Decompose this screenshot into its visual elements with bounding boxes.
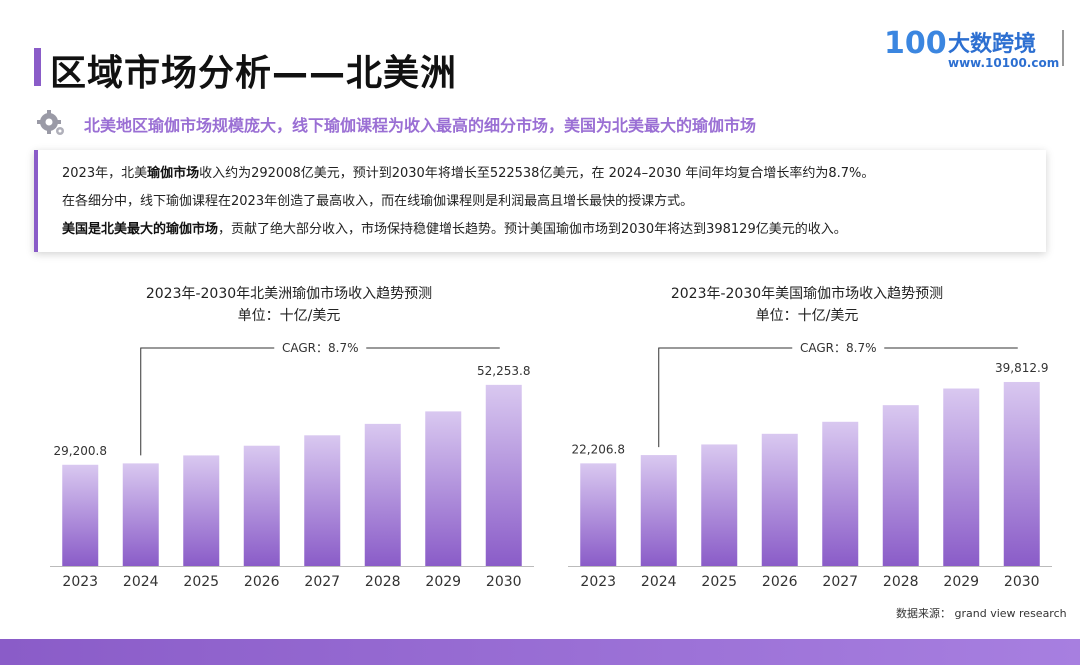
summary-line-1-bold: 瑜伽市场	[147, 166, 200, 181]
x-tick-label: 2030	[486, 574, 522, 590]
data-source: 数据来源： grand view research	[896, 607, 1067, 620]
bar-2029	[425, 411, 462, 566]
x-tick-label: 2027	[304, 574, 340, 590]
summary-line-1: 2023年，北美瑜伽市场收入约为292008亿美元，预计到2030年将增长至52…	[62, 162, 874, 181]
value-label-last: 39,812.9	[995, 361, 1048, 375]
cagr-label: CAGR：8.7%	[800, 341, 877, 355]
bar-2030	[485, 384, 522, 566]
page-title: 区域市场分析——北美洲	[50, 53, 458, 94]
x-tick-label: 2028	[883, 574, 919, 590]
x-tick-label: 2030	[1004, 574, 1040, 590]
brand-logo: 100 大数跨境 www.10100.com	[884, 24, 1064, 72]
chart-unit-label: 单位：十亿/美元	[756, 308, 859, 324]
summary-line-3: 美国是北美最大的瑜伽市场，贡献了绝大部分收入，市场保持稳健增长趋势。预计美国瑜伽…	[62, 218, 847, 237]
gear-icon	[37, 110, 64, 135]
bar-2027	[822, 421, 859, 566]
bar-2026	[243, 445, 280, 566]
chart-north-america: 2023年-2030年北美洲瑜伽市场收入趋势预测 单位：十亿/美元 2023 2024…	[34, 278, 544, 598]
bar-2030	[1003, 381, 1040, 566]
x-tick-label: 2028	[365, 574, 401, 590]
x-tick-label: 2024	[123, 574, 159, 590]
x-tick-label: 2024	[641, 574, 677, 590]
bar-2028	[882, 405, 919, 566]
chart-unit-label: 单位：十亿/美元	[238, 308, 341, 324]
bar-2024	[122, 463, 159, 566]
x-tick-label: 2025	[183, 574, 219, 590]
bar-2025	[701, 444, 738, 566]
x-tick-label: 2026	[762, 574, 798, 590]
bar-2024	[640, 455, 677, 566]
x-tick-label: 2025	[701, 574, 737, 590]
logo-name: 大数跨境	[948, 32, 1037, 57]
summary-line-1-part-a: 2023年，北美	[62, 166, 148, 181]
summary-line-3-part-b: ，贡献了绝大部分收入，市场保持稳健增长趋势。预计美国瑜伽市场到2030年将达到3…	[218, 222, 847, 237]
bar-2023	[580, 463, 617, 566]
summary-line-3-bold: 美国是北美最大的瑜伽市场	[62, 222, 219, 237]
summary-box: 2023年，北美瑜伽市场收入约为292008亿美元，预计到2030年将增长至52…	[34, 150, 1046, 252]
bar-2026	[761, 433, 798, 566]
logo-divider	[1062, 30, 1064, 66]
cagr-bracket-left	[140, 347, 275, 456]
bar-2023	[62, 464, 99, 566]
bottom-band	[0, 639, 1080, 665]
cagr-bracket-left	[658, 347, 793, 448]
bar-2025	[183, 455, 220, 566]
x-tick-label: 2027	[822, 574, 858, 590]
value-label-first: 22,206.8	[572, 442, 625, 456]
summary-line-1-part-c: 收入约为292008亿美元，预计到2030年将增长至522538亿美元，在 20…	[199, 166, 875, 181]
x-tick-label: 2023	[580, 574, 616, 590]
bar-2029	[943, 388, 980, 566]
logo-mark: 100	[884, 26, 947, 61]
x-tick-label: 2023	[62, 574, 98, 590]
x-tick-label: 2029	[943, 574, 979, 590]
summary-line-2: 在各细分中，线下瑜伽课程在2023年创造了最高收入，而在线瑜伽课程则是利润最高且…	[62, 194, 694, 209]
chart-title: 2023年-2030年北美洲瑜伽市场收入趋势预测	[146, 285, 432, 302]
title-accent-bar	[34, 48, 41, 86]
logo-url: www.10100.com	[948, 56, 1060, 70]
chart-title: 2023年-2030年美国瑜伽市场收入趋势预测	[671, 285, 943, 302]
cagr-label: CAGR：8.7%	[282, 341, 359, 355]
value-label-first: 29,200.8	[54, 444, 107, 458]
chart-usa: 2023年-2030年美国瑜伽市场收入趋势预测 单位：十亿/美元 2023 2024 2…	[552, 278, 1062, 598]
bar-2028	[364, 423, 401, 566]
x-tick-label: 2026	[244, 574, 280, 590]
bar-2027	[304, 435, 341, 566]
value-label-last: 52,253.8	[477, 364, 530, 378]
page-subtitle: 北美地区瑜伽市场规模庞大，线下瑜伽课程为收入最高的细分市场，美国为北美最大的瑜伽…	[84, 116, 757, 135]
x-tick-label: 2029	[425, 574, 461, 590]
